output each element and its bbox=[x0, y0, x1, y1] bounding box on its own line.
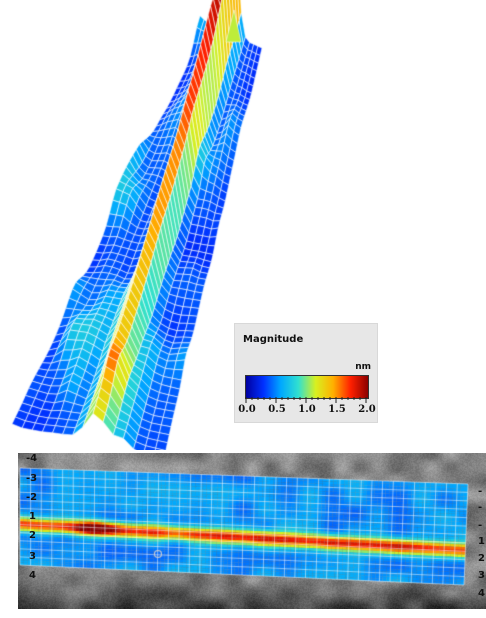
right-axis-label: - bbox=[478, 486, 483, 497]
left-axis-label: -3 bbox=[26, 473, 38, 484]
legend-title: Magnitude bbox=[243, 334, 304, 345]
left-axis-label: 3 bbox=[29, 551, 36, 562]
colorbar-legend: Magnitude nm 0.0 0.5 1.0 1.5 2.0 bbox=[234, 323, 378, 423]
legend-tick-label: 0.5 bbox=[268, 404, 286, 415]
right-axis-label: - bbox=[478, 520, 483, 531]
left-axis-label: 1 bbox=[29, 511, 36, 522]
legend-unit: nm bbox=[355, 362, 371, 372]
left-axis-label: -4 bbox=[26, 453, 38, 464]
left-axis-label: -2 bbox=[26, 492, 38, 503]
left-axis-label: 4 bbox=[29, 570, 36, 581]
legend-tick-label: 1.5 bbox=[328, 404, 346, 415]
legend-tick-label: 2.0 bbox=[358, 404, 376, 415]
right-axis-label: 4 bbox=[478, 588, 485, 599]
right-axis-label: 3 bbox=[478, 570, 485, 581]
left-axis-label: 2 bbox=[29, 530, 36, 541]
right-axis-label: 1 bbox=[478, 536, 485, 547]
overlay-heatmap-panel bbox=[18, 453, 486, 609]
colorbar-ticks bbox=[245, 397, 367, 403]
colorbar bbox=[245, 375, 369, 399]
legend-tick-label: 0.0 bbox=[238, 404, 256, 415]
legend-tick-label: 1.0 bbox=[298, 404, 316, 415]
right-axis-label: - bbox=[478, 502, 483, 513]
right-axis-label: 2 bbox=[478, 553, 485, 564]
